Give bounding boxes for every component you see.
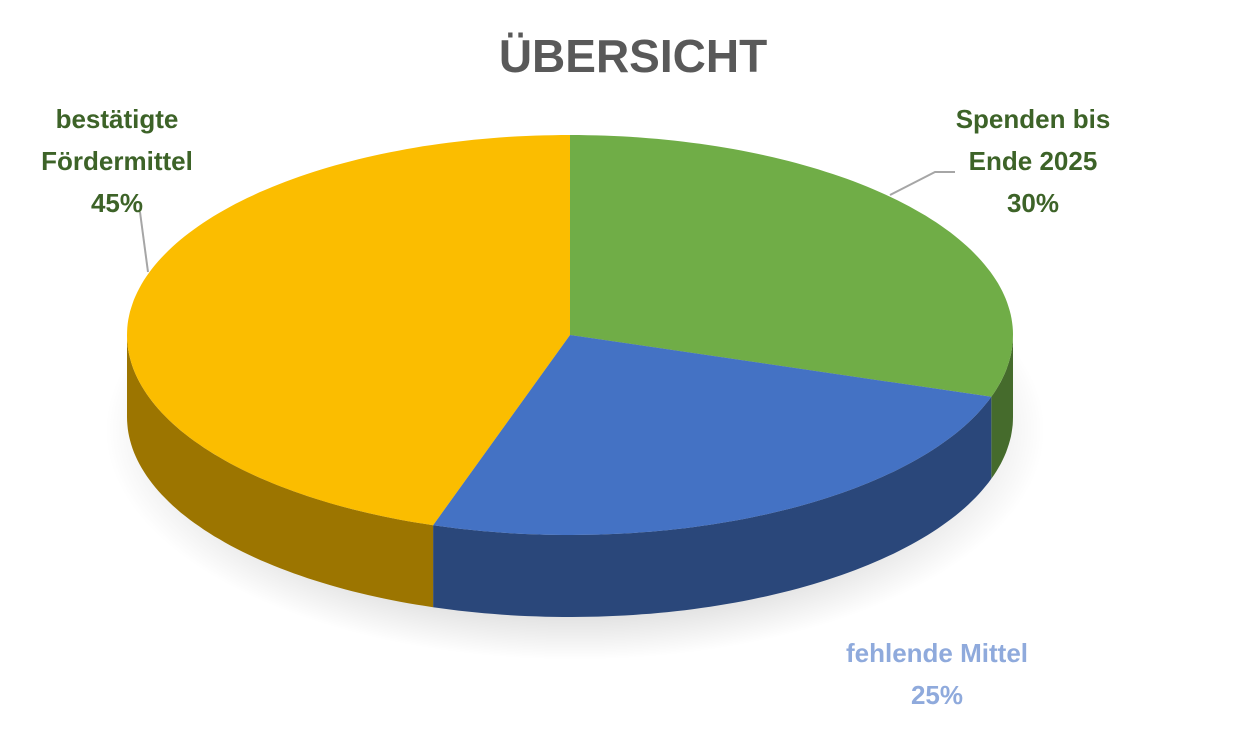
label-name: fehlende Mittel — [845, 638, 1028, 668]
label-value: 25% — [910, 680, 964, 710]
chart-title: ÜBERSICHT — [499, 30, 767, 82]
slice — [433, 335, 992, 535]
leader-line — [889, 171, 955, 196]
data-label: Spenden bis Ende 2025 30% — [933, 98, 1133, 224]
slice-side — [991, 335, 1013, 479]
pie-tops — [127, 135, 1013, 535]
slice — [570, 135, 1013, 397]
label-value: 30% — [1006, 188, 1060, 218]
label-value: 45% — [90, 188, 144, 218]
slice-side — [127, 335, 434, 608]
pie-sides — [127, 335, 1013, 617]
data-label: bestätigte Fördermittel 45% — [17, 98, 217, 224]
label-name: bestätigte Fördermittel — [41, 104, 193, 176]
leader-line — [139, 211, 149, 273]
slice-side — [433, 396, 992, 617]
slice — [127, 135, 570, 526]
label-name: Spenden bis Ende 2025 — [955, 104, 1111, 176]
data-label: fehlende Mittel 25% — [797, 632, 1077, 716]
